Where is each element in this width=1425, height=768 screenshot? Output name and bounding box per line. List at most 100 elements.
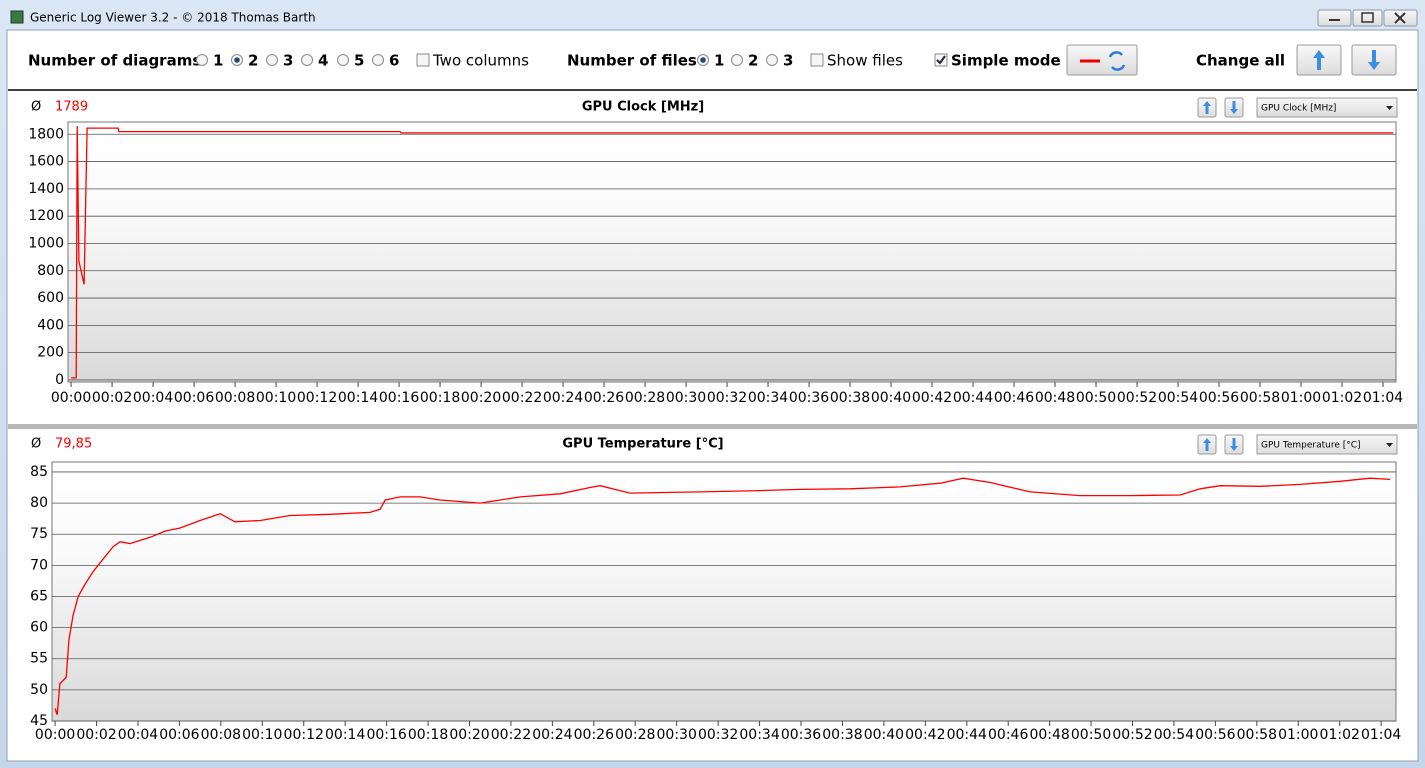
- x-tick-label: 00:10: [256, 390, 296, 406]
- down-arrow-icon: [1368, 50, 1380, 70]
- plot-area: [67, 121, 1397, 383]
- dropdown-arrow: [1386, 443, 1393, 447]
- y-tick-label: 1600: [28, 154, 64, 170]
- radio-label: 4: [318, 52, 328, 70]
- x-tick-label: 00:08: [201, 727, 241, 743]
- checkbox[interactable]: [810, 53, 824, 67]
- x-tick-label: 00:34: [739, 727, 779, 743]
- x-tick-label: 00:28: [625, 390, 665, 406]
- channel-dropdown[interactable]: [1256, 97, 1398, 118]
- x-tick-label: 00:08: [215, 390, 255, 406]
- x-tick-label: 00:48: [1035, 390, 1075, 406]
- x-tick-label: 00:10: [242, 727, 282, 743]
- x-tick-label: 00:12: [284, 727, 324, 743]
- button-face[interactable]: [1066, 44, 1138, 76]
- radio-button[interactable]: [731, 54, 743, 66]
- radio-button[interactable]: [337, 54, 349, 66]
- average-symbol: Ø: [31, 437, 41, 452]
- minimize-button[interactable]: [1317, 9, 1352, 27]
- dropdown-text: GPU Temperature [°C]: [1261, 441, 1361, 451]
- files-label: Number of files: [567, 52, 697, 70]
- show-files-label: Show files: [827, 52, 903, 70]
- y-tick-label: 1800: [28, 126, 64, 142]
- x-tick-label: 00:54: [1154, 727, 1194, 743]
- radio-label: 2: [248, 52, 258, 70]
- x-tick-label: 00:36: [789, 390, 829, 406]
- simple-mode-label: Simple mode: [951, 52, 1061, 70]
- channel-dropdown[interactable]: [1256, 434, 1398, 455]
- x-tick-label: 00:40: [871, 390, 911, 406]
- maximize-icon: [1361, 12, 1374, 23]
- chart-title: GPU Temperature [°C]: [562, 437, 723, 452]
- window-controls[interactable]: [1317, 9, 1418, 27]
- radio-label: 3: [783, 52, 793, 70]
- x-tick-label: 00:22: [502, 390, 542, 406]
- y-tick-label: 600: [37, 290, 64, 306]
- move-down-all[interactable]: [1351, 44, 1397, 76]
- x-tick-label: 00:46: [988, 727, 1028, 743]
- average-value: 79,85: [55, 437, 92, 452]
- y-tick-label: 0: [55, 372, 64, 388]
- radio-button[interactable]: [766, 54, 778, 66]
- radio-button[interactable]: [301, 54, 313, 66]
- x-tick-label: 00:40: [864, 727, 904, 743]
- average-value: 1789: [55, 100, 88, 115]
- y-tick-label: 65: [30, 588, 48, 604]
- y-tick-label: 80: [30, 495, 48, 511]
- x-tick-label: 00:30: [657, 727, 697, 743]
- x-tick-label: 00:24: [532, 727, 572, 743]
- x-tick-label: 01:02: [1322, 390, 1362, 406]
- radio-dot: [234, 57, 240, 63]
- x-tick-label: 00:36: [781, 727, 821, 743]
- x-tick-label: 00:04: [118, 727, 158, 743]
- check-mark: [936, 55, 946, 65]
- x-tick-label: 01:04: [1363, 390, 1403, 406]
- x-tick-label: 00:52: [1117, 390, 1157, 406]
- x-tick-label: 00:44: [947, 727, 987, 743]
- radio-dot: [700, 57, 706, 63]
- x-tick-label: 01:00: [1278, 727, 1318, 743]
- color-swap-button[interactable]: [1066, 44, 1138, 76]
- y-tick-label: 400: [37, 317, 64, 333]
- x-tick-label: 00:20: [449, 727, 489, 743]
- x-tick-label: 00:30: [666, 390, 706, 406]
- radio-button[interactable]: [372, 54, 384, 66]
- x-tick-label: 00:12: [297, 390, 337, 406]
- radio-button[interactable]: [266, 54, 278, 66]
- x-tick-label: 01:02: [1320, 727, 1360, 743]
- x-tick-label: 00:44: [953, 390, 993, 406]
- window-title: Generic Log Viewer 3.2 - © 2018 Thomas B…: [30, 11, 316, 25]
- x-tick-label: 00:26: [584, 390, 624, 406]
- x-tick-label: 00:56: [1195, 727, 1235, 743]
- x-tick-label: 01:00: [1281, 390, 1321, 406]
- x-tick-label: 00:38: [822, 727, 862, 743]
- x-tick-label: 00:06: [159, 727, 199, 743]
- x-tick-label: 00:58: [1237, 727, 1277, 743]
- up-arrow-icon: [1203, 101, 1211, 114]
- x-tick-label: 00:14: [338, 390, 378, 406]
- radio-label: 1: [714, 52, 724, 70]
- x-tick-label: 00:16: [379, 390, 419, 406]
- y-tick-label: 85: [30, 464, 48, 480]
- x-tick-label: 00:52: [1112, 727, 1152, 743]
- up-arrow-icon: [1203, 438, 1211, 451]
- radio-label: 5: [354, 52, 364, 70]
- x-tick-label: 00:04: [133, 390, 173, 406]
- y-tick-label: 45: [30, 713, 48, 729]
- radio-label: 6: [389, 52, 399, 70]
- maximize-button[interactable]: [1352, 9, 1383, 27]
- panel-splitter: [8, 424, 1417, 429]
- y-tick-label: 55: [30, 651, 48, 667]
- average-symbol: Ø: [31, 100, 41, 115]
- two-columns-label: Two columns: [432, 52, 529, 70]
- checkbox[interactable]: [416, 53, 430, 67]
- x-tick-label: 00:06: [174, 390, 214, 406]
- radio-label: 3: [283, 52, 293, 70]
- radio-button[interactable]: [196, 54, 208, 66]
- radio-label: 1: [213, 52, 223, 70]
- x-tick-label: 00:42: [912, 390, 952, 406]
- y-tick-label: 200: [37, 345, 64, 361]
- x-tick-label: 00:34: [748, 390, 788, 406]
- x-tick-label: 00:00: [51, 390, 91, 406]
- move-up-all[interactable]: [1296, 44, 1342, 76]
